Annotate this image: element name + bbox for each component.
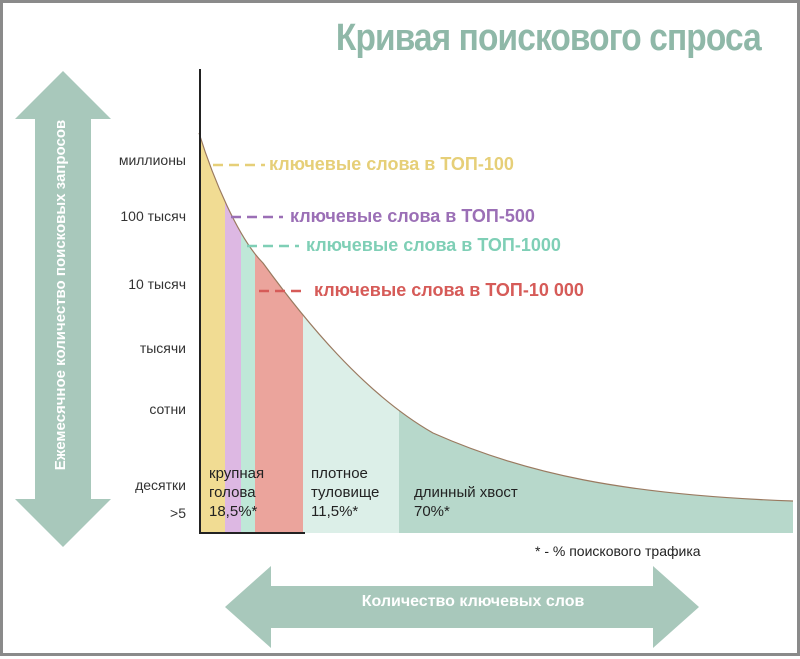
segment-label-head: крупная голова 18,5%* xyxy=(209,465,265,520)
y-tick-tens: десятки xyxy=(135,477,186,493)
keyword-label-top10000: ключевые слова в ТОП-10 000 xyxy=(314,280,584,300)
keyword-label-top500: ключевые слова в ТОП-500 xyxy=(290,206,535,226)
y-tick-less-than-5: >5 xyxy=(170,505,186,521)
vertical-arrow xyxy=(15,71,111,547)
y-tick-hundreds: сотни xyxy=(149,401,186,417)
demand-curve-line xyxy=(198,132,794,502)
segment-label-body: плотное туловище 11,5%* xyxy=(311,465,380,520)
horizontal-arrow xyxy=(225,566,699,648)
y-axis-label: Ежемесячное количество поисковых запросо… xyxy=(52,119,69,471)
band-top500 xyxy=(225,133,241,533)
y-tick-10k: 10 тысяч xyxy=(128,276,186,292)
diagram-title: Кривая поискового спроса xyxy=(336,17,762,59)
footnote: * - % поискового трафика xyxy=(535,543,701,559)
y-tick-millions: миллионы xyxy=(118,152,186,168)
segment-label-tail: длинный хвост 70%* xyxy=(414,484,518,520)
y-tick-100k: 100 тысяч xyxy=(120,208,186,224)
keyword-label-top100: ключевые слова в ТОП-100 xyxy=(269,154,514,174)
x-axis-label: Количество ключевых слов xyxy=(361,593,585,610)
demand-curve-graphic xyxy=(15,69,794,648)
band-top100 xyxy=(199,133,225,533)
keyword-label-top1000: ключевые слова в ТОП-1000 xyxy=(306,235,561,255)
y-tick-thousands: тысячи xyxy=(139,340,186,356)
